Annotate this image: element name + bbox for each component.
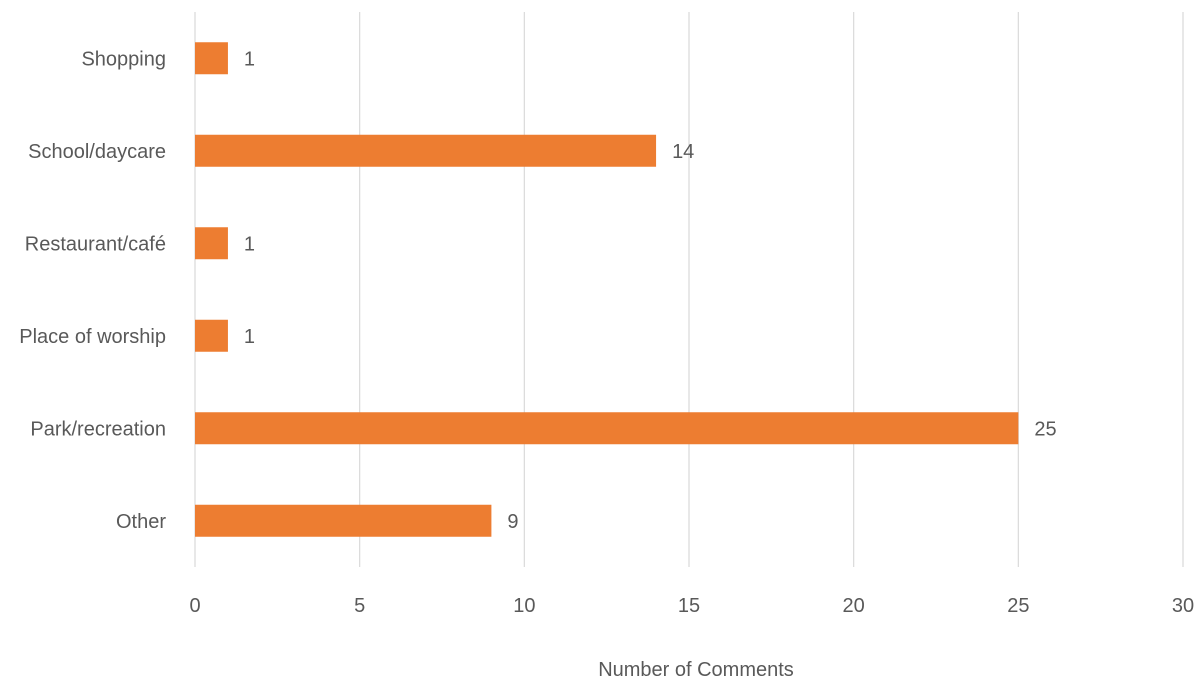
x-tick-label: 0 [189, 595, 200, 617]
data-label: 1 [244, 233, 255, 255]
category-labels: Shopping School/daycare Restaurant/café Pla… [19, 48, 166, 533]
x-tick-label: 15 [678, 595, 700, 617]
category-label: Restaurant/café [25, 233, 166, 255]
bars [195, 42, 1019, 537]
x-tick-label: 30 [1172, 595, 1194, 617]
x-tick-label: 5 [354, 595, 365, 617]
data-label: 9 [507, 511, 518, 533]
x-tick-label: 20 [843, 595, 865, 617]
bar [195, 227, 228, 260]
x-axis-ticks: 0 5 10 15 20 25 30 [189, 595, 1194, 617]
x-axis-title: Number of Comments [598, 659, 794, 681]
category-label: Other [116, 511, 166, 533]
category-label: Shopping [81, 48, 166, 70]
bar [195, 134, 657, 167]
data-label: 1 [244, 326, 255, 348]
category-label: School/daycare [28, 141, 166, 163]
gridlines [194, 12, 1184, 567]
data-labels: 1 14 1 1 25 9 [244, 48, 1057, 533]
bar [195, 42, 228, 75]
data-label: 1 [244, 48, 255, 70]
bar [195, 319, 228, 352]
category-label: Place of worship [19, 326, 166, 348]
data-label: 25 [1034, 418, 1056, 440]
category-label: Park/recreation [30, 418, 166, 440]
data-label: 14 [672, 141, 694, 163]
bar [195, 504, 492, 537]
x-tick-label: 10 [513, 595, 535, 617]
x-tick-label: 25 [1007, 595, 1029, 617]
bar [195, 412, 1019, 445]
